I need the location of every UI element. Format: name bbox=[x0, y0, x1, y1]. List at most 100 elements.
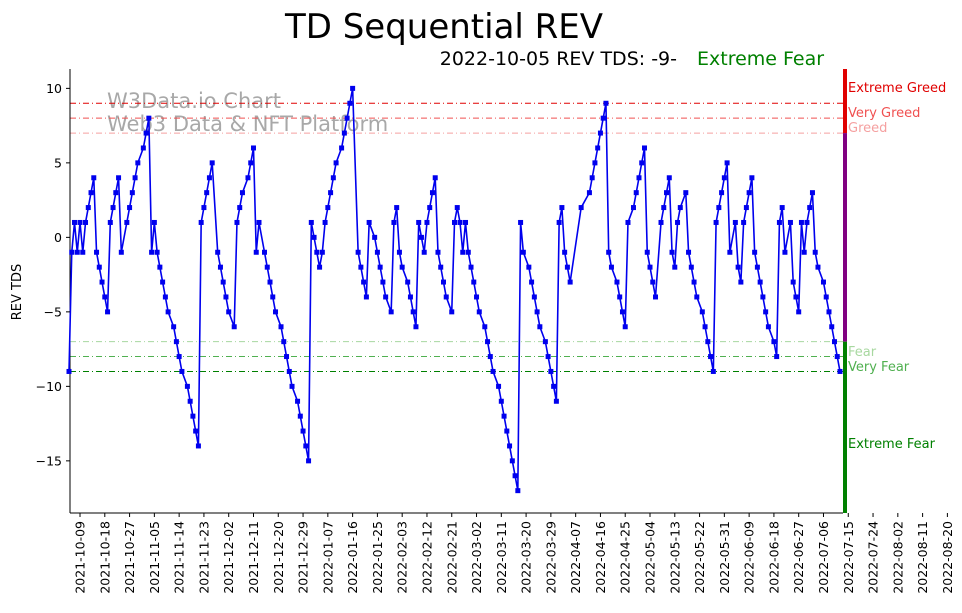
x-tick-label-3: 2021-11-05 bbox=[147, 521, 162, 594]
data-point-71 bbox=[286, 368, 292, 374]
data-point-209 bbox=[724, 160, 730, 166]
data-point-215 bbox=[743, 205, 749, 211]
data-point-207 bbox=[719, 190, 725, 196]
data-point-85 bbox=[328, 190, 334, 196]
data-point-132 bbox=[474, 294, 480, 300]
data-point-232 bbox=[796, 309, 802, 315]
data-point-12 bbox=[99, 279, 105, 285]
data-point-208 bbox=[721, 175, 727, 181]
data-point-139 bbox=[498, 398, 504, 404]
y-tick-label-3: −5 bbox=[44, 304, 62, 319]
data-point-35 bbox=[171, 324, 177, 330]
data-point-2 bbox=[72, 219, 78, 225]
data-point-83 bbox=[322, 219, 328, 225]
data-point-41 bbox=[190, 413, 196, 419]
data-point-211 bbox=[732, 219, 738, 225]
side-bar-greed bbox=[843, 69, 847, 134]
data-point-189 bbox=[664, 190, 670, 196]
watermark-line-1: W3Data.io Chart bbox=[107, 89, 281, 113]
data-point-128 bbox=[463, 219, 469, 225]
data-point-84 bbox=[325, 205, 331, 211]
data-point-213 bbox=[738, 279, 744, 285]
data-point-155 bbox=[548, 368, 554, 374]
data-point-146 bbox=[518, 219, 524, 225]
data-point-11 bbox=[96, 264, 102, 270]
x-tick-label-12: 2022-01-25 bbox=[370, 521, 385, 594]
data-point-58 bbox=[245, 175, 251, 181]
zone-label-3: Fear bbox=[848, 345, 877, 360]
x-tick-label-6: 2021-12-02 bbox=[221, 521, 236, 594]
data-point-86 bbox=[330, 175, 336, 181]
data-point-93 bbox=[355, 249, 361, 255]
x-tick-label-8: 2021-12-20 bbox=[271, 521, 286, 594]
data-point-243 bbox=[829, 324, 835, 330]
data-point-157 bbox=[553, 398, 559, 404]
data-point-23 bbox=[132, 175, 138, 181]
data-point-214 bbox=[741, 219, 747, 225]
data-point-190 bbox=[666, 175, 672, 181]
data-point-212 bbox=[735, 264, 741, 270]
data-point-173 bbox=[614, 279, 620, 285]
data-point-183 bbox=[644, 249, 650, 255]
x-tick-label-13: 2022-02-03 bbox=[395, 521, 410, 594]
data-point-92 bbox=[350, 85, 356, 91]
y-tick-label-2: 0 bbox=[54, 230, 62, 245]
data-point-74 bbox=[297, 413, 303, 419]
data-point-106 bbox=[396, 249, 402, 255]
zone-label-2: Greed bbox=[848, 121, 887, 136]
y-axis-label: REV TDS bbox=[10, 264, 25, 320]
data-point-29 bbox=[151, 219, 157, 225]
data-point-95 bbox=[361, 279, 367, 285]
data-point-62 bbox=[256, 219, 262, 225]
watermark: W3Data.io Chart Web3 Data & NFT Platform bbox=[107, 89, 388, 136]
x-tick-label-9: 2021-12-29 bbox=[296, 521, 311, 594]
data-point-236 bbox=[807, 205, 813, 211]
data-point-158 bbox=[556, 219, 562, 225]
data-point-75 bbox=[300, 428, 306, 434]
data-point-206 bbox=[716, 205, 722, 211]
data-point-150 bbox=[531, 294, 537, 300]
data-point-152 bbox=[537, 324, 543, 330]
data-point-246 bbox=[837, 368, 843, 374]
data-point-169 bbox=[600, 115, 606, 121]
data-point-166 bbox=[592, 160, 598, 166]
data-point-244 bbox=[831, 339, 837, 345]
data-point-171 bbox=[606, 249, 612, 255]
data-point-79 bbox=[311, 234, 317, 240]
zone-label-0: Extreme Greed bbox=[848, 81, 946, 96]
y-tick-label-4: −10 bbox=[36, 379, 62, 394]
data-point-151 bbox=[534, 309, 540, 315]
data-point-45 bbox=[201, 205, 207, 211]
chart-subtitle: 2022-10-05 REV TDS: -9- bbox=[440, 48, 677, 70]
data-point-112 bbox=[416, 219, 422, 225]
data-point-63 bbox=[262, 249, 267, 255]
x-tick-label-28: 2022-06-18 bbox=[766, 521, 781, 594]
data-point-91 bbox=[347, 100, 353, 106]
data-point-119 bbox=[435, 249, 441, 255]
data-point-4 bbox=[77, 219, 83, 225]
data-point-135 bbox=[485, 339, 491, 345]
data-point-96 bbox=[363, 294, 369, 300]
data-point-147 bbox=[520, 249, 526, 255]
x-tick-label-11: 2022-01-16 bbox=[345, 521, 360, 594]
data-point-185 bbox=[650, 279, 656, 285]
series-td-line bbox=[66, 85, 843, 494]
data-point-73 bbox=[295, 398, 301, 404]
data-point-217 bbox=[749, 175, 755, 181]
x-tick-label-30: 2022-07-06 bbox=[816, 521, 831, 594]
data-point-109 bbox=[407, 294, 413, 300]
data-point-81 bbox=[317, 264, 323, 270]
data-point-202 bbox=[705, 339, 711, 345]
data-point-222 bbox=[763, 309, 769, 315]
data-point-103 bbox=[388, 309, 394, 315]
data-point-192 bbox=[672, 264, 678, 270]
data-point-117 bbox=[429, 190, 435, 196]
x-axis-ticks: 2021-10-09 2021-10-18 2021-10-27 2021-11-05… bbox=[73, 513, 955, 594]
data-point-149 bbox=[529, 279, 535, 285]
data-point-9 bbox=[91, 175, 97, 181]
data-point-56 bbox=[237, 205, 243, 211]
data-point-110 bbox=[410, 309, 416, 315]
data-point-219 bbox=[754, 264, 760, 270]
data-point-131 bbox=[471, 279, 477, 285]
